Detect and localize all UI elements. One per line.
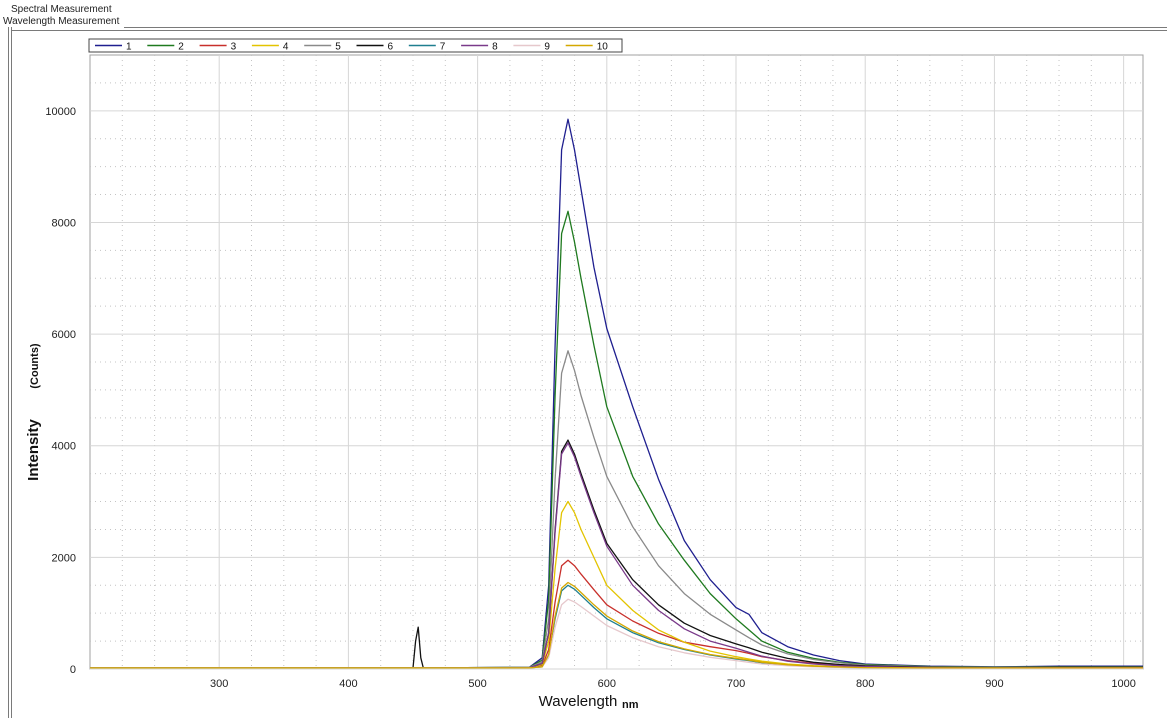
panel-left-rule-inner xyxy=(11,27,12,718)
x-axis-unit: nm xyxy=(622,699,639,711)
series-line-10 xyxy=(90,581,1143,669)
y-axis-unit: (Counts) xyxy=(29,343,41,389)
y-axis-label: Intensity xyxy=(25,419,42,481)
panel-top-rule xyxy=(124,27,1167,28)
legend-label-3[interactable]: 3 xyxy=(231,42,237,53)
x-tick-label: 300 xyxy=(210,678,228,690)
y-tick-label: 8000 xyxy=(52,217,76,229)
panel-left-rule xyxy=(8,27,9,718)
major-grid xyxy=(90,55,1143,670)
x-tick-label: 800 xyxy=(856,678,874,690)
y-tick-label: 2000 xyxy=(52,552,76,564)
legend-label-9[interactable]: 9 xyxy=(544,42,550,53)
legend-label-5[interactable]: 5 xyxy=(335,42,341,53)
x-tick-label: 600 xyxy=(598,678,616,690)
legend[interactable]: 1 2 3 4 5 6 7 8 9 10 xyxy=(88,38,623,53)
x-tick-label: 1000 xyxy=(1111,678,1135,690)
legend-label-6[interactable]: 6 xyxy=(388,42,394,53)
x-tick-label: 500 xyxy=(468,678,486,690)
legend-label-1[interactable]: 1 xyxy=(126,42,132,53)
y-tick-label: 10000 xyxy=(45,106,76,118)
x-tick-label: 700 xyxy=(727,678,745,690)
legend-label-8[interactable]: 8 xyxy=(492,42,498,53)
axis-labels: Wavelength nm Intensity (Counts) xyxy=(25,343,639,711)
minor-grid xyxy=(90,55,1143,669)
x-axis-label: Wavelength xyxy=(539,693,618,710)
panel-title: Wavelength Measurement xyxy=(3,16,120,27)
y-tick-label: 6000 xyxy=(52,329,76,341)
legend-label-2[interactable]: 2 xyxy=(178,42,184,53)
tab-spectral-measurement[interactable]: Spectral Measurement xyxy=(11,4,112,15)
legend-label-10[interactable]: 10 xyxy=(597,42,609,53)
legend-box xyxy=(88,38,623,53)
axis-ticks: 300 400 500 600 700 800 900 1000020004000600080… xyxy=(45,106,1135,690)
series-layer xyxy=(90,118,1143,669)
y-tick-label: 0 xyxy=(70,664,76,676)
y-tick-label: 4000 xyxy=(52,441,76,453)
legend-label-4[interactable]: 4 xyxy=(283,42,289,53)
legend-label-7[interactable]: 7 xyxy=(440,42,446,53)
x-tick-label: 900 xyxy=(985,678,1003,690)
panel-top-rule-inner xyxy=(11,30,1167,31)
x-tick-label: 400 xyxy=(339,678,357,690)
